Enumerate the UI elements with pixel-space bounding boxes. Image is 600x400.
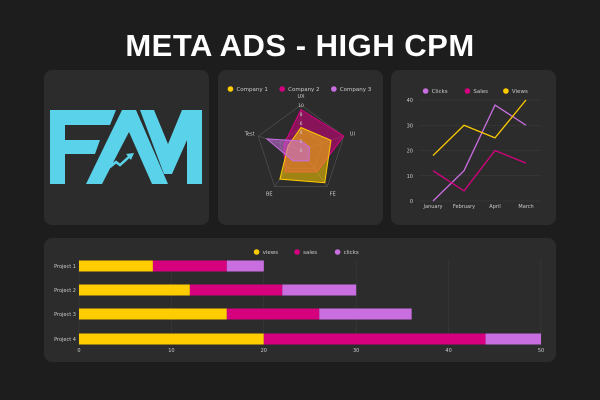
bar-clicks [282, 284, 357, 296]
bar-chart-card: views sales clicks 0 10 20 30 40 50 Project 1 Proj… [44, 238, 556, 362]
bar-clicks [319, 308, 412, 320]
line-chart: Clicks Sales Views 0 10 20 30 40 January February… [407, 88, 541, 210]
legend-label: clicks [344, 250, 359, 256]
legend-label: views [263, 250, 279, 256]
legend-label: Clicks [432, 89, 448, 95]
bar-clicks [485, 333, 541, 345]
y-tick-label: 10 [407, 174, 413, 180]
x-tick-label: 50 [538, 348, 544, 354]
radar-axis-label: UX [297, 94, 305, 100]
y-tick-label: Project 1 [54, 264, 76, 270]
x-tick-label: April [489, 204, 500, 210]
bar-sales [226, 308, 320, 320]
y-tick-label: 20 [407, 149, 413, 155]
page-title: META ADS - HIGH CPM [125, 28, 475, 63]
bar-clicks [226, 260, 264, 272]
radar-tick-label: 10 [298, 103, 304, 109]
x-tick-label: January [423, 204, 443, 210]
legend-label: Company 2 [288, 87, 319, 93]
fam-logo [50, 110, 202, 184]
legend-marker [422, 88, 429, 94]
legend-marker [331, 86, 337, 92]
bar-views [79, 308, 227, 320]
y-tick-label: 40 [407, 98, 413, 104]
legend-marker [253, 249, 260, 255]
x-tick-label: 30 [353, 348, 359, 354]
radar-chart-card: Company 1 Company 2 Company 3 UX UI FE BE Test 0… [218, 70, 383, 225]
x-tick-label: 20 [261, 348, 267, 354]
y-tick-label: 0 [410, 199, 413, 205]
legend-label: Company 3 [340, 87, 372, 93]
bar-sales [263, 333, 486, 345]
legend-label: Company 1 [236, 87, 267, 93]
x-tick-label: 40 [445, 348, 451, 354]
radar-chart: Company 1 Company 2 Company 3 UX UI FE BE Test 0… [227, 86, 372, 198]
legend-marker [294, 249, 300, 255]
radar-tick-label: 0 [300, 148, 303, 154]
bar-views [79, 260, 153, 272]
bar-sales [189, 284, 283, 296]
y-tick-label: Project 4 [54, 337, 76, 343]
legend-marker [503, 88, 509, 94]
radar-grid [257, 104, 345, 187]
line-series-sales [432, 149, 527, 192]
line-series-views [432, 99, 527, 157]
x-tick-label: 0 [77, 348, 80, 354]
legend-label: Sales [473, 89, 488, 95]
x-tick-label: 10 [168, 348, 174, 354]
radar-tick-label: 6 [300, 121, 303, 127]
radar-axis-label: BE [266, 192, 273, 198]
legend-label: Views [512, 89, 528, 95]
radar-tick-label: 8 [300, 112, 303, 118]
bar-views [79, 333, 264, 345]
line-chart-card: Clicks Sales Views 0 10 20 30 40 January February… [391, 70, 556, 225]
bar-sales [152, 260, 227, 272]
y-tick-label: Project 3 [54, 312, 76, 318]
legend-marker [279, 86, 285, 92]
x-tick-label: February [453, 204, 475, 210]
y-tick-label: 30 [407, 123, 413, 129]
legend-marker [227, 86, 234, 92]
radar-series-company-3 [265, 138, 311, 162]
logo-card [44, 70, 209, 225]
legend-label: sales [303, 250, 317, 256]
line-series-clicks [432, 104, 527, 202]
legend-marker [464, 88, 471, 94]
radar-axis-label: UI [350, 131, 355, 137]
legend-marker [334, 249, 341, 255]
bar-views [79, 284, 190, 296]
radar-tick-label: 4 [300, 130, 303, 136]
radar-tick-label: 2 [300, 139, 303, 145]
x-tick-label: March [518, 204, 533, 210]
radar-axis-label: Test [244, 131, 255, 137]
radar-axis-label: FE [330, 192, 336, 198]
y-tick-label: Project 2 [54, 288, 76, 294]
bar-chart: views sales clicks 0 10 20 30 40 50 Project 1 Proj… [54, 249, 544, 354]
